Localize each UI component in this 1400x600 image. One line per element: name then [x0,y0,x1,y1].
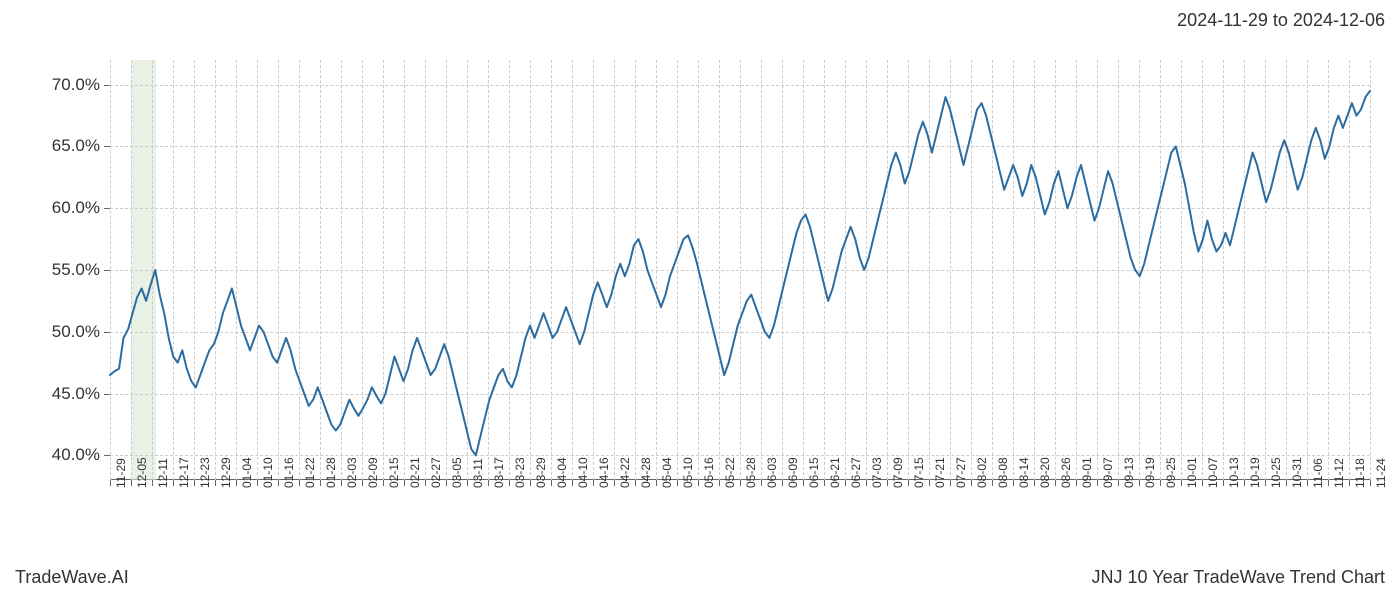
x-tick-label: 02-21 [408,457,422,488]
x-tick-label: 09-01 [1080,457,1094,488]
y-tick-label: 45.0% [20,384,100,404]
x-tick-label: 06-03 [765,457,779,488]
x-tick-label: 04-22 [618,457,632,488]
x-tick-label: 01-04 [240,457,254,488]
x-tick-label: 05-10 [681,457,695,488]
x-tick-label: 09-19 [1143,457,1157,488]
x-tick-label: 07-09 [891,457,905,488]
x-tick-label: 10-01 [1185,457,1199,488]
x-tick-label: 08-08 [996,457,1010,488]
x-tick-label: 12-23 [198,457,212,488]
x-tick-label: 11-06 [1311,458,1325,488]
y-tick-label: 50.0% [20,322,100,342]
x-tick-label: 01-28 [324,457,338,488]
x-tick-label: 11-12 [1332,458,1346,488]
y-tick-label: 55.0% [20,260,100,280]
x-tick-label: 09-13 [1122,457,1136,488]
x-tick-label: 09-25 [1164,457,1178,488]
x-tick-label: 08-20 [1038,457,1052,488]
x-tick-label: 07-03 [870,457,884,488]
x-tick-label: 10-19 [1248,457,1262,488]
x-tick-label: 01-16 [282,457,296,488]
x-tick-label: 08-26 [1059,457,1073,488]
x-tick-label: 05-04 [660,457,674,488]
x-tick-label: 02-03 [345,457,359,488]
x-tick-label: 06-09 [786,457,800,488]
y-tick-label: 60.0% [20,198,100,218]
x-tick-label: 11-24 [1374,458,1388,488]
x-tick-label: 08-14 [1017,457,1031,488]
x-tick-label: 10-07 [1206,457,1220,488]
x-tick-label: 07-21 [933,457,947,488]
trend-line [110,60,1370,480]
x-tick-label: 07-27 [954,457,968,488]
chart-container: 40.0%45.0%50.0%55.0%60.0%65.0%70.0% 11-2… [110,60,1370,480]
x-tick-label: 04-28 [639,457,653,488]
x-tick-label: 03-05 [450,457,464,488]
x-tick-label: 05-22 [723,457,737,488]
x-tick-label: 04-04 [555,457,569,488]
x-tick-label: 08-02 [975,457,989,488]
y-tick-label: 40.0% [20,445,100,465]
footer-brand: TradeWave.AI [15,567,129,588]
x-tick-label: 04-16 [597,457,611,488]
x-tick-label: 11-29 [114,458,128,488]
x-tick-label: 03-29 [534,457,548,488]
x-tick-label: 11-18 [1353,458,1367,488]
x-tick-label: 12-11 [156,458,170,488]
x-tick-label: 12-05 [135,457,149,488]
x-tick-label: 12-17 [177,457,191,488]
x-tick-label: 03-11 [471,458,485,488]
x-tick-label: 05-28 [744,457,758,488]
y-tick-label: 70.0% [20,75,100,95]
footer-chart-title: JNJ 10 Year TradeWave Trend Chart [1092,567,1385,588]
x-tick-label: 03-17 [492,457,506,488]
x-tick-label: 03-23 [513,457,527,488]
x-tick-label: 04-10 [576,457,590,488]
x-tick-label: 06-27 [849,457,863,488]
plot-region [110,60,1370,480]
y-tick-label: 65.0% [20,136,100,156]
x-tick-label: 06-15 [807,457,821,488]
x-tick-label: 07-15 [912,457,926,488]
date-range-label: 2024-11-29 to 2024-12-06 [1177,10,1385,31]
x-tick-label: 10-25 [1269,457,1283,488]
x-tick-label: 09-07 [1101,457,1115,488]
x-tick-label: 12-29 [219,457,233,488]
x-tick-label: 02-15 [387,457,401,488]
x-tick-label: 10-31 [1290,457,1304,488]
x-tick-label: 02-27 [429,457,443,488]
x-tick-label: 05-16 [702,457,716,488]
x-tick-label: 01-22 [303,457,317,488]
x-tick-label: 01-10 [261,457,275,488]
x-tick-label: 02-09 [366,457,380,488]
x-tick-label: 06-21 [828,457,842,488]
x-tick-label: 10-13 [1227,457,1241,488]
